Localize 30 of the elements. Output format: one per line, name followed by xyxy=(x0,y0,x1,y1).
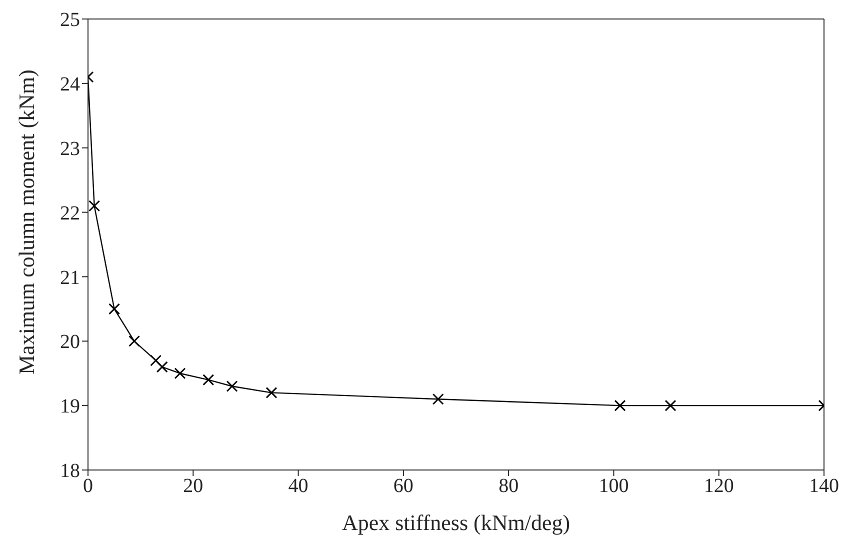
x-tick-label: 120 xyxy=(704,475,734,498)
y-tick-label: 18 xyxy=(60,460,80,482)
point xyxy=(88,200,100,212)
point xyxy=(226,380,238,392)
point xyxy=(432,393,444,405)
point xyxy=(156,361,168,373)
y-tick-label: 23 xyxy=(60,138,80,160)
x-tick-label: 0 xyxy=(83,475,93,498)
point xyxy=(664,400,676,412)
y-tick-label: 21 xyxy=(60,266,80,289)
y-axis-title: Maximum column moment (kNm) xyxy=(14,70,39,374)
y-tick-label: 25 xyxy=(60,9,80,32)
x-tick-label: 140 xyxy=(809,475,839,498)
point xyxy=(202,374,214,386)
x-tick-label: 20 xyxy=(183,475,204,498)
x-tick-label: 40 xyxy=(288,475,308,498)
point xyxy=(266,386,278,398)
x-tick-label: 100 xyxy=(598,475,629,498)
y-tick-label: 20 xyxy=(60,331,80,354)
point xyxy=(150,354,162,366)
point xyxy=(614,400,626,412)
y-tick-label: 22 xyxy=(60,202,80,224)
point xyxy=(128,335,140,347)
point xyxy=(174,368,186,380)
y-tick-label: 24 xyxy=(60,74,80,96)
x-tick-label: 60 xyxy=(393,475,414,498)
x-axis-title: Apex stiffness (kNm/deg) xyxy=(342,510,570,535)
y-tick-label: 19 xyxy=(60,396,80,418)
point xyxy=(108,303,120,315)
x-tick-label: 80 xyxy=(498,475,519,498)
